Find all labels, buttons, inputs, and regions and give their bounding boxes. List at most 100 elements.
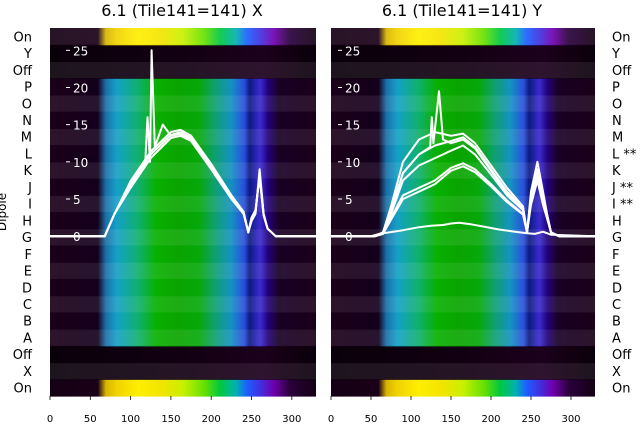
row-label: X bbox=[23, 365, 32, 380]
heatmap-row bbox=[50, 94, 316, 113]
heatmap-row bbox=[331, 212, 595, 230]
series-line bbox=[331, 90, 595, 238]
heatmap-row bbox=[50, 145, 316, 163]
row-label: H bbox=[612, 214, 622, 229]
row-label: N bbox=[22, 114, 32, 129]
row-label: I ** bbox=[612, 198, 633, 213]
heatmap-row bbox=[50, 61, 316, 79]
overlay-tick-label: 20 bbox=[73, 81, 88, 95]
x-tick-label: 300 bbox=[561, 414, 580, 425]
heatmap-row bbox=[50, 44, 316, 63]
heatmap-row bbox=[50, 245, 316, 263]
row-label: Off bbox=[612, 348, 632, 363]
heatmap-row bbox=[50, 78, 316, 96]
heatmap-row bbox=[50, 379, 316, 397]
x-tick-label: 200 bbox=[481, 414, 500, 425]
heatmap-row bbox=[331, 61, 595, 79]
series-line bbox=[331, 221, 596, 238]
row-label: P bbox=[612, 81, 620, 96]
row-label: L bbox=[25, 147, 33, 162]
row-label: On bbox=[14, 382, 32, 397]
row-label: E bbox=[24, 265, 32, 280]
row-label: D bbox=[22, 281, 32, 296]
heatmap-row bbox=[331, 78, 595, 96]
heatmap-row bbox=[331, 28, 595, 46]
row-label: N bbox=[612, 114, 622, 129]
x-tick-label: 200 bbox=[202, 414, 221, 425]
overlay-tick-label: 15 bbox=[73, 119, 88, 133]
row-label: K bbox=[23, 164, 32, 179]
x-tick-label: 250 bbox=[242, 414, 261, 425]
row-label: C bbox=[23, 298, 32, 313]
heatmap-row bbox=[331, 228, 595, 247]
row-label: X bbox=[612, 365, 621, 380]
row-label: H bbox=[22, 214, 32, 229]
x-tick-label: 300 bbox=[282, 414, 301, 425]
heatmap-row bbox=[50, 212, 316, 230]
heatmap-row bbox=[331, 295, 595, 313]
row-label: F bbox=[612, 248, 619, 263]
heatmap-row bbox=[331, 312, 595, 330]
heatmap-row bbox=[331, 161, 595, 180]
heatmap-row bbox=[331, 111, 595, 129]
row-label: P bbox=[24, 81, 32, 96]
series-line bbox=[50, 49, 316, 238]
heatmap-row bbox=[50, 362, 316, 380]
series-line bbox=[331, 165, 595, 238]
overlay-tick-label: 5 bbox=[345, 193, 353, 207]
row-label: A bbox=[23, 331, 32, 346]
row-label: J ** bbox=[611, 181, 633, 196]
heatmap-row bbox=[331, 245, 595, 263]
row-label: J bbox=[27, 181, 32, 196]
row-label: L ** bbox=[612, 147, 637, 162]
row-label: F bbox=[25, 248, 32, 263]
heatmap-row bbox=[331, 345, 595, 364]
row-label: Y bbox=[611, 47, 620, 62]
row-label: B bbox=[612, 315, 621, 330]
row-label: E bbox=[612, 265, 620, 280]
heatmap-row bbox=[331, 329, 595, 347]
heatmap-row bbox=[50, 195, 316, 213]
row-label: M bbox=[612, 131, 623, 146]
heatmap-row bbox=[50, 28, 316, 46]
heatmap-row bbox=[331, 44, 595, 63]
row-label: Off bbox=[612, 64, 632, 79]
x-tick-label: 100 bbox=[401, 414, 420, 425]
x-tick-label: 50 bbox=[84, 414, 97, 425]
heatmap-row bbox=[50, 278, 316, 297]
row-label: D bbox=[612, 281, 622, 296]
row-label: G bbox=[612, 231, 622, 246]
row-label: G bbox=[22, 231, 32, 246]
heatmap-row bbox=[50, 262, 316, 280]
row-label: A bbox=[612, 331, 621, 346]
x-tick-label: 0 bbox=[47, 414, 53, 425]
row-label: On bbox=[14, 30, 32, 45]
heatmap-row bbox=[331, 178, 595, 196]
heatmap-row bbox=[50, 295, 316, 313]
row-label: K bbox=[612, 164, 621, 179]
overlay-tick-label: 10 bbox=[345, 156, 360, 170]
heatmap-row bbox=[50, 329, 316, 347]
heatmap-row bbox=[50, 111, 316, 129]
heatmap-row bbox=[331, 379, 595, 397]
heatmap-row bbox=[331, 262, 595, 280]
row-label: C bbox=[612, 298, 621, 313]
x-tick-label: 150 bbox=[161, 414, 180, 425]
overlay-tick-label: 10 bbox=[73, 156, 88, 170]
heatmap-row bbox=[50, 228, 316, 247]
row-label: B bbox=[23, 315, 32, 330]
heatmap-row bbox=[50, 312, 316, 330]
row-label: Off bbox=[13, 64, 33, 79]
x-tick-label: 50 bbox=[365, 414, 378, 425]
heatmap-row bbox=[331, 94, 595, 113]
overlay-tick-label: 25 bbox=[73, 44, 88, 58]
overlay-tick-label: 25 bbox=[345, 44, 360, 58]
heatmap-row bbox=[331, 278, 595, 297]
heatmap-row bbox=[50, 345, 316, 364]
row-label: I bbox=[28, 198, 32, 213]
row-label: M bbox=[21, 131, 32, 146]
chart-title: 6.1 (Tile141=141) Y bbox=[382, 1, 543, 20]
heatmap-row bbox=[331, 145, 595, 163]
